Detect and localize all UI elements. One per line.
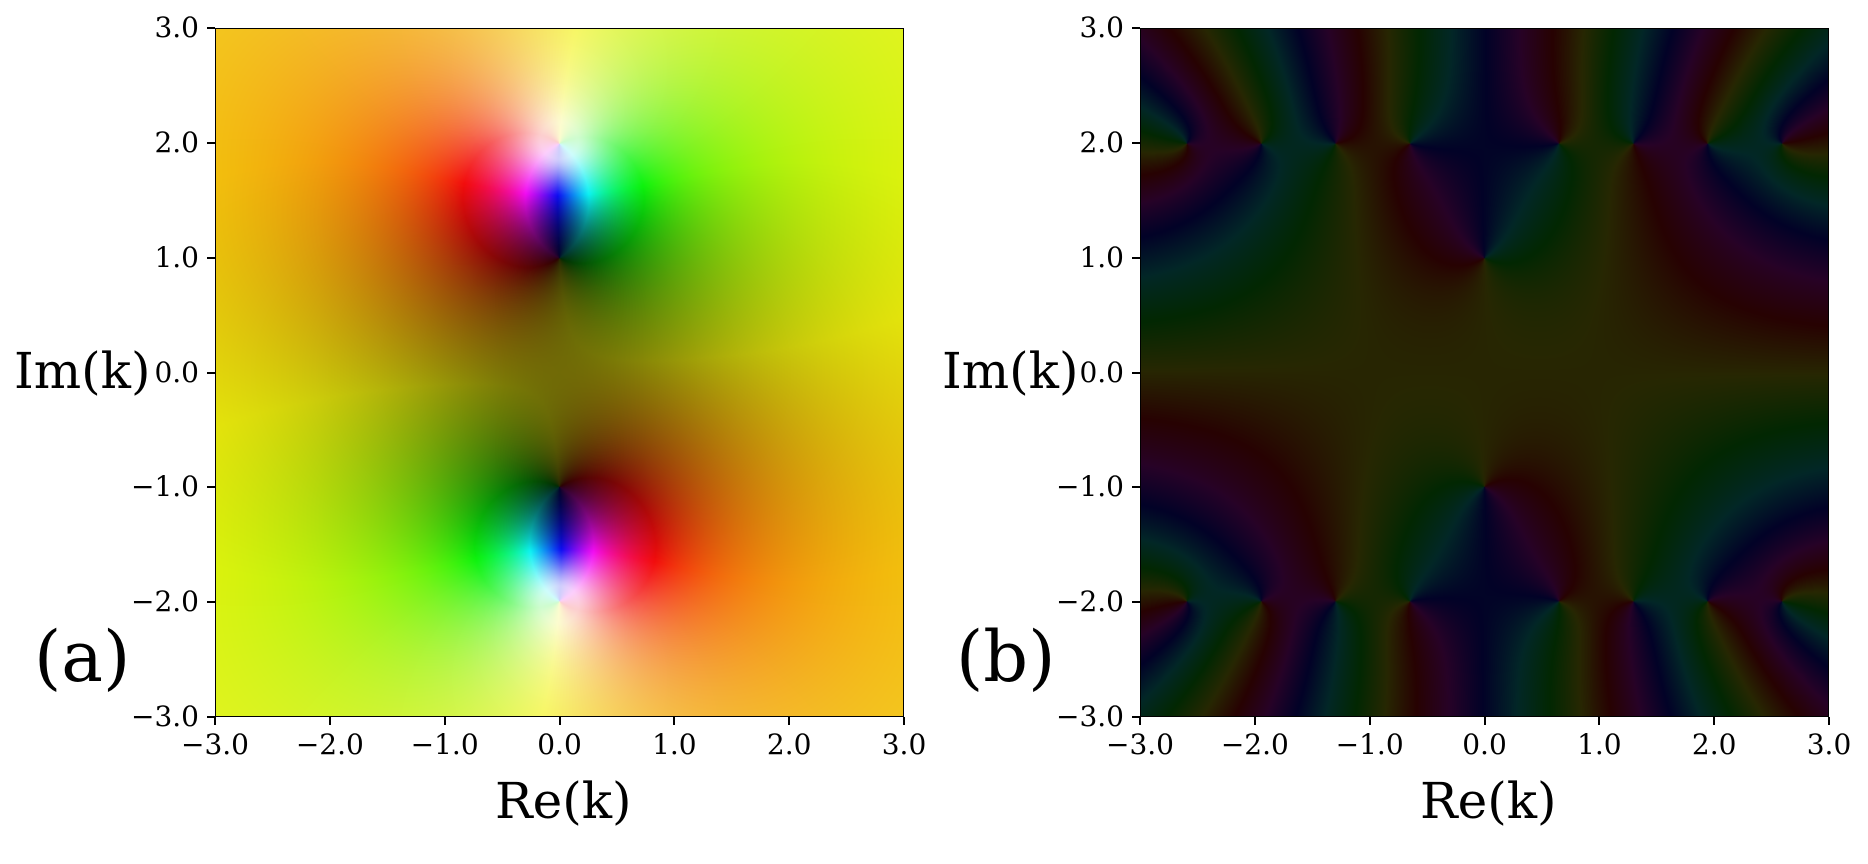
x-tick-label: 2.0 [766, 728, 812, 761]
y-tick-mark [207, 371, 215, 374]
y-tick-label: 0.0 [1079, 355, 1124, 389]
y-tick-label: −3.0 [131, 700, 199, 733]
y-tick-label: 2.0 [154, 125, 199, 159]
x-tick-mark [1598, 717, 1601, 725]
y-tick-label: −1.0 [1056, 470, 1124, 504]
y-tick-label: 2.0 [1079, 125, 1124, 159]
x-tick-label: 0.0 [537, 728, 582, 761]
x-tick-label: 0.0 [1462, 728, 1507, 761]
y-tick-label: −2.0 [1056, 585, 1124, 619]
y-tick-mark [1132, 141, 1140, 144]
x-axis-label-a: Re(k) [495, 772, 632, 830]
x-tick-label: −3.0 [1106, 728, 1174, 761]
x-tick-mark [903, 717, 905, 725]
x-tick-label: −1.0 [410, 728, 479, 761]
y-tick-mark [207, 486, 215, 489]
y-tick-label: 3.0 [154, 11, 199, 44]
y-axis-label-b: Im(k) [942, 342, 1079, 400]
x-tick-mark [1368, 717, 1371, 725]
y-tick-mark [1132, 371, 1140, 374]
x-tick-mark [1828, 717, 1830, 725]
y-axis-label-a: Im(k) [14, 342, 151, 400]
x-tick-label: −3.0 [181, 728, 249, 761]
x-tick-mark [443, 717, 446, 725]
x-tick-labels-b: −3.0 −2.0 −1.0 0.0 1.0 2.0 3.0 [934, 0, 1868, 864]
x-tick-labels-a: −3.0 −2.0 −1.0 0.0 1.0 2.0 3.0 [181, 717, 926, 761]
x-tick-mark [1253, 717, 1256, 725]
y-tick-label: −3.0 [1056, 700, 1124, 733]
x-tick-label: 3.0 [1806, 728, 1852, 761]
x-tick-mark [1483, 717, 1486, 725]
y-tick-mark [1132, 27, 1140, 29]
y-tick-labels-a: −3.0 −2.0 −1.0 0.0 1.0 2.0 3.0 [131, 11, 215, 733]
y-tick-mark [1132, 601, 1140, 604]
y-tick-mark [207, 27, 215, 29]
x-tick-mark [788, 717, 791, 725]
y-tick-label: 1.0 [154, 240, 199, 274]
x-tick-label: −2.0 [295, 728, 364, 761]
x-tick-mark [1139, 717, 1141, 725]
y-tick-label: −1.0 [131, 470, 199, 504]
y-tick-mark [207, 716, 215, 718]
y-tick-mark [207, 601, 215, 604]
y-tick-mark [207, 256, 215, 259]
x-tick-label: 1.0 [652, 728, 697, 761]
x-tick-label: 2.0 [1691, 728, 1737, 761]
x-tick-mark [558, 717, 561, 725]
chart-panel-a: −3.0 −2.0 −1.0 0.0 1.0 2.0 3.0 −3.0 −2.0 −1.0 0.0… [14, 11, 926, 830]
y-tick-labels-b: −3.0 −2.0 −1.0 0.0 1.0 2.0 3.0 [934, 0, 1868, 864]
y-tick-label: 3.0 [1079, 11, 1124, 44]
panel-label-a: (a) [34, 616, 131, 698]
phase-plot-a [215, 28, 904, 717]
x-axis-label-b: Re(k) [1420, 772, 1557, 830]
x-tick-mark [328, 717, 331, 725]
y-tick-mark [1132, 486, 1140, 489]
x-tick-label: −1.0 [1335, 728, 1404, 761]
x-tick-mark [673, 717, 676, 725]
y-tick-label: 0.0 [154, 355, 199, 389]
y-tick-label: 1.0 [1079, 240, 1124, 274]
x-tick-label: −2.0 [1220, 728, 1289, 761]
y-tick-mark [1132, 256, 1140, 259]
y-tick-label: −2.0 [131, 585, 199, 619]
x-tick-mark [1713, 717, 1716, 725]
phase-plot-b [1140, 28, 1829, 717]
chart-panel-b: −3.0 −2.0 −1.0 0.0 1.0 2.0 3.0 −3.0 −2.0 −1.0 0.0… [934, 0, 1868, 864]
panel-label-b: (b) [956, 616, 1056, 698]
y-tick-mark [1132, 716, 1140, 718]
x-tick-label: 3.0 [881, 728, 927, 761]
x-tick-label: 1.0 [1577, 728, 1622, 761]
y-tick-mark [207, 141, 215, 144]
x-tick-mark [214, 717, 216, 725]
